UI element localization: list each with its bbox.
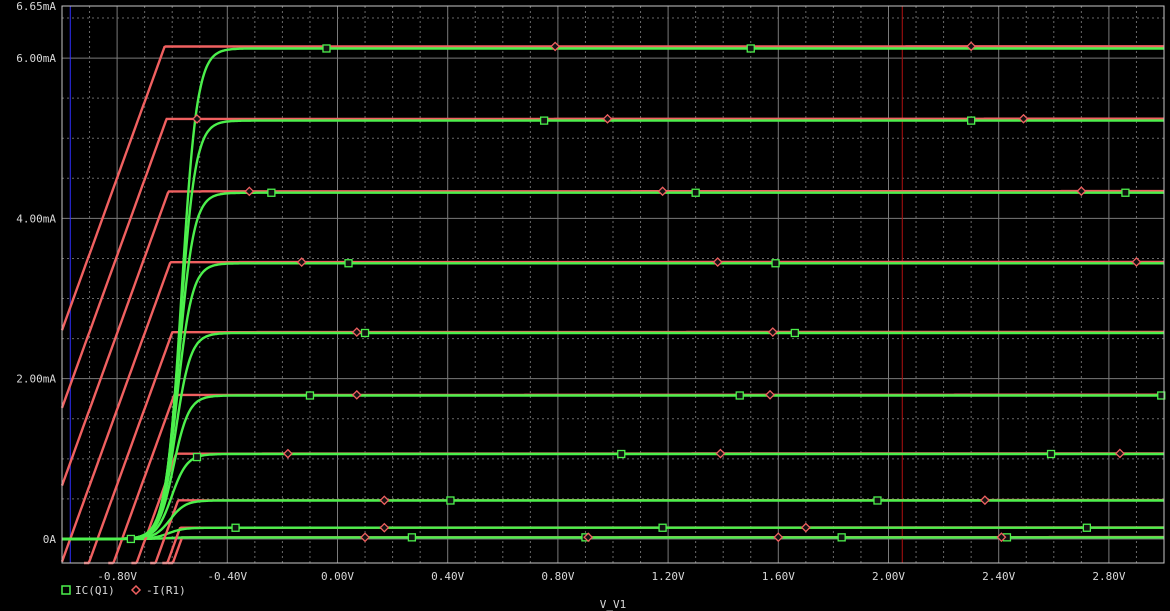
marker-i-r1 (712, 257, 723, 267)
marker-i-r1 (351, 327, 362, 338)
marker-ic-q1 (837, 533, 846, 542)
series-line-ic-q1 (62, 262, 1164, 541)
marker-ic-q1 (790, 328, 799, 338)
series-line-ic-q1 (62, 394, 1164, 541)
y-tick-label: 6.65mA (16, 0, 56, 13)
marker-i-r1 (657, 186, 668, 197)
series-line-ic-q1 (62, 47, 1164, 541)
marker-ic-q1 (126, 534, 136, 544)
series-line-i-r1 (60, 117, 1164, 409)
marker-ic-q1 (231, 523, 240, 532)
marker-i-r1 (379, 522, 390, 533)
series-lines (60, 45, 1164, 565)
series-line-ic-q1 (62, 331, 1164, 541)
legend: IC(Q1) -I(R1) (61, 584, 186, 597)
marker-i-r1 (773, 532, 784, 543)
marker-ic-q1 (967, 116, 976, 125)
series-line-ic-q1 (62, 452, 1164, 541)
marker-i-r1 (379, 495, 390, 506)
y-axis-ticks: 0A 2.00mA 4.00mA 6.00mA 6.65mA (16, 0, 56, 546)
markers (126, 41, 1166, 544)
marker-i-r1 (351, 389, 362, 400)
x-tick-label: 1.60V (762, 570, 795, 583)
x-tick-label: 0.40V (431, 570, 464, 583)
marker-ic-q1 (360, 328, 370, 338)
y-tick-label: 4.00mA (16, 212, 56, 225)
marker-i-r1 (800, 522, 811, 533)
marker-ic-q1 (658, 523, 667, 532)
series-line-ic-q1 (62, 119, 1164, 541)
marker-ic-q1 (344, 259, 353, 268)
legend-label-ic: IC(Q1) (75, 584, 115, 597)
y-tick-label: 2.00mA (16, 373, 56, 386)
legend-diamond-icon (130, 584, 142, 596)
marker-ic-q1 (735, 391, 744, 400)
marker-i-r1 (715, 448, 726, 459)
marker-i-r1 (1115, 448, 1125, 459)
marker-i-r1 (296, 257, 307, 268)
marker-ic-q1 (1121, 188, 1130, 197)
marker-i-r1 (360, 532, 370, 543)
x-tick-label: 2.00V (872, 570, 905, 583)
x-tick-label: 2.40V (982, 570, 1015, 583)
marker-i-r1 (1131, 257, 1142, 267)
marker-i-r1 (966, 41, 977, 52)
marker-i-r1 (192, 114, 202, 124)
cursors (69, 6, 903, 563)
marker-i-r1 (767, 327, 778, 337)
marker-i-r1 (282, 448, 293, 459)
marker-ic-q1 (539, 116, 549, 125)
marker-ic-q1 (617, 449, 626, 459)
series-line-ic-q1 (62, 526, 1164, 541)
marker-i-r1 (244, 186, 255, 197)
x-tick-label: 0.80V (541, 570, 574, 583)
series-line-ic-q1 (62, 191, 1164, 541)
marker-i-r1 (550, 41, 561, 52)
marker-i-r1 (1076, 186, 1087, 197)
y-tick-label: 0A (43, 533, 57, 546)
marker-ic-q1 (691, 188, 700, 197)
marker-ic-q1 (446, 496, 455, 505)
legend-label-ir: -I(R1) (146, 584, 186, 597)
legend-square-icon (61, 585, 71, 595)
marker-ic-q1 (873, 496, 882, 505)
marker-i-r1 (765, 389, 775, 400)
x-tick-label: 1.20V (652, 570, 685, 583)
marker-i-r1 (602, 113, 613, 124)
series-line-i-r1 (60, 45, 1164, 331)
x-axis-label: V_V1 (600, 598, 627, 611)
y-tick-label: 6.00mA (16, 52, 56, 65)
marker-ic-q1 (771, 259, 780, 268)
series-line-ic-q1 (62, 536, 1164, 541)
x-tick-label: 0.00V (321, 570, 354, 583)
marker-ic-q1 (746, 44, 755, 53)
x-tick-label: -0.80V (97, 570, 137, 583)
x-tick-label: 2.80V (1092, 570, 1125, 583)
marker-ic-q1 (407, 533, 417, 542)
x-tick-label: -0.40V (207, 570, 247, 583)
marker-i-r1 (996, 532, 1007, 543)
marker-ic-q1 (267, 188, 276, 197)
grid (62, 6, 1164, 563)
marker-ic-q1 (1157, 391, 1166, 400)
plot-frame (61, 5, 1165, 564)
marker-i-r1 (583, 532, 594, 543)
marker-ic-q1 (305, 391, 315, 400)
x-axis-ticks: -0.80V -0.40V 0.00V 0.40V 0.80V 1.20V 1.60V 2.0… (97, 570, 1126, 583)
marker-ic-q1 (322, 44, 331, 53)
marker-ic-q1 (1082, 523, 1092, 532)
marker-ic-q1 (192, 452, 202, 462)
marker-i-r1 (980, 495, 990, 506)
marker-ic-q1 (1046, 449, 1056, 459)
marker-i-r1 (1018, 113, 1029, 124)
